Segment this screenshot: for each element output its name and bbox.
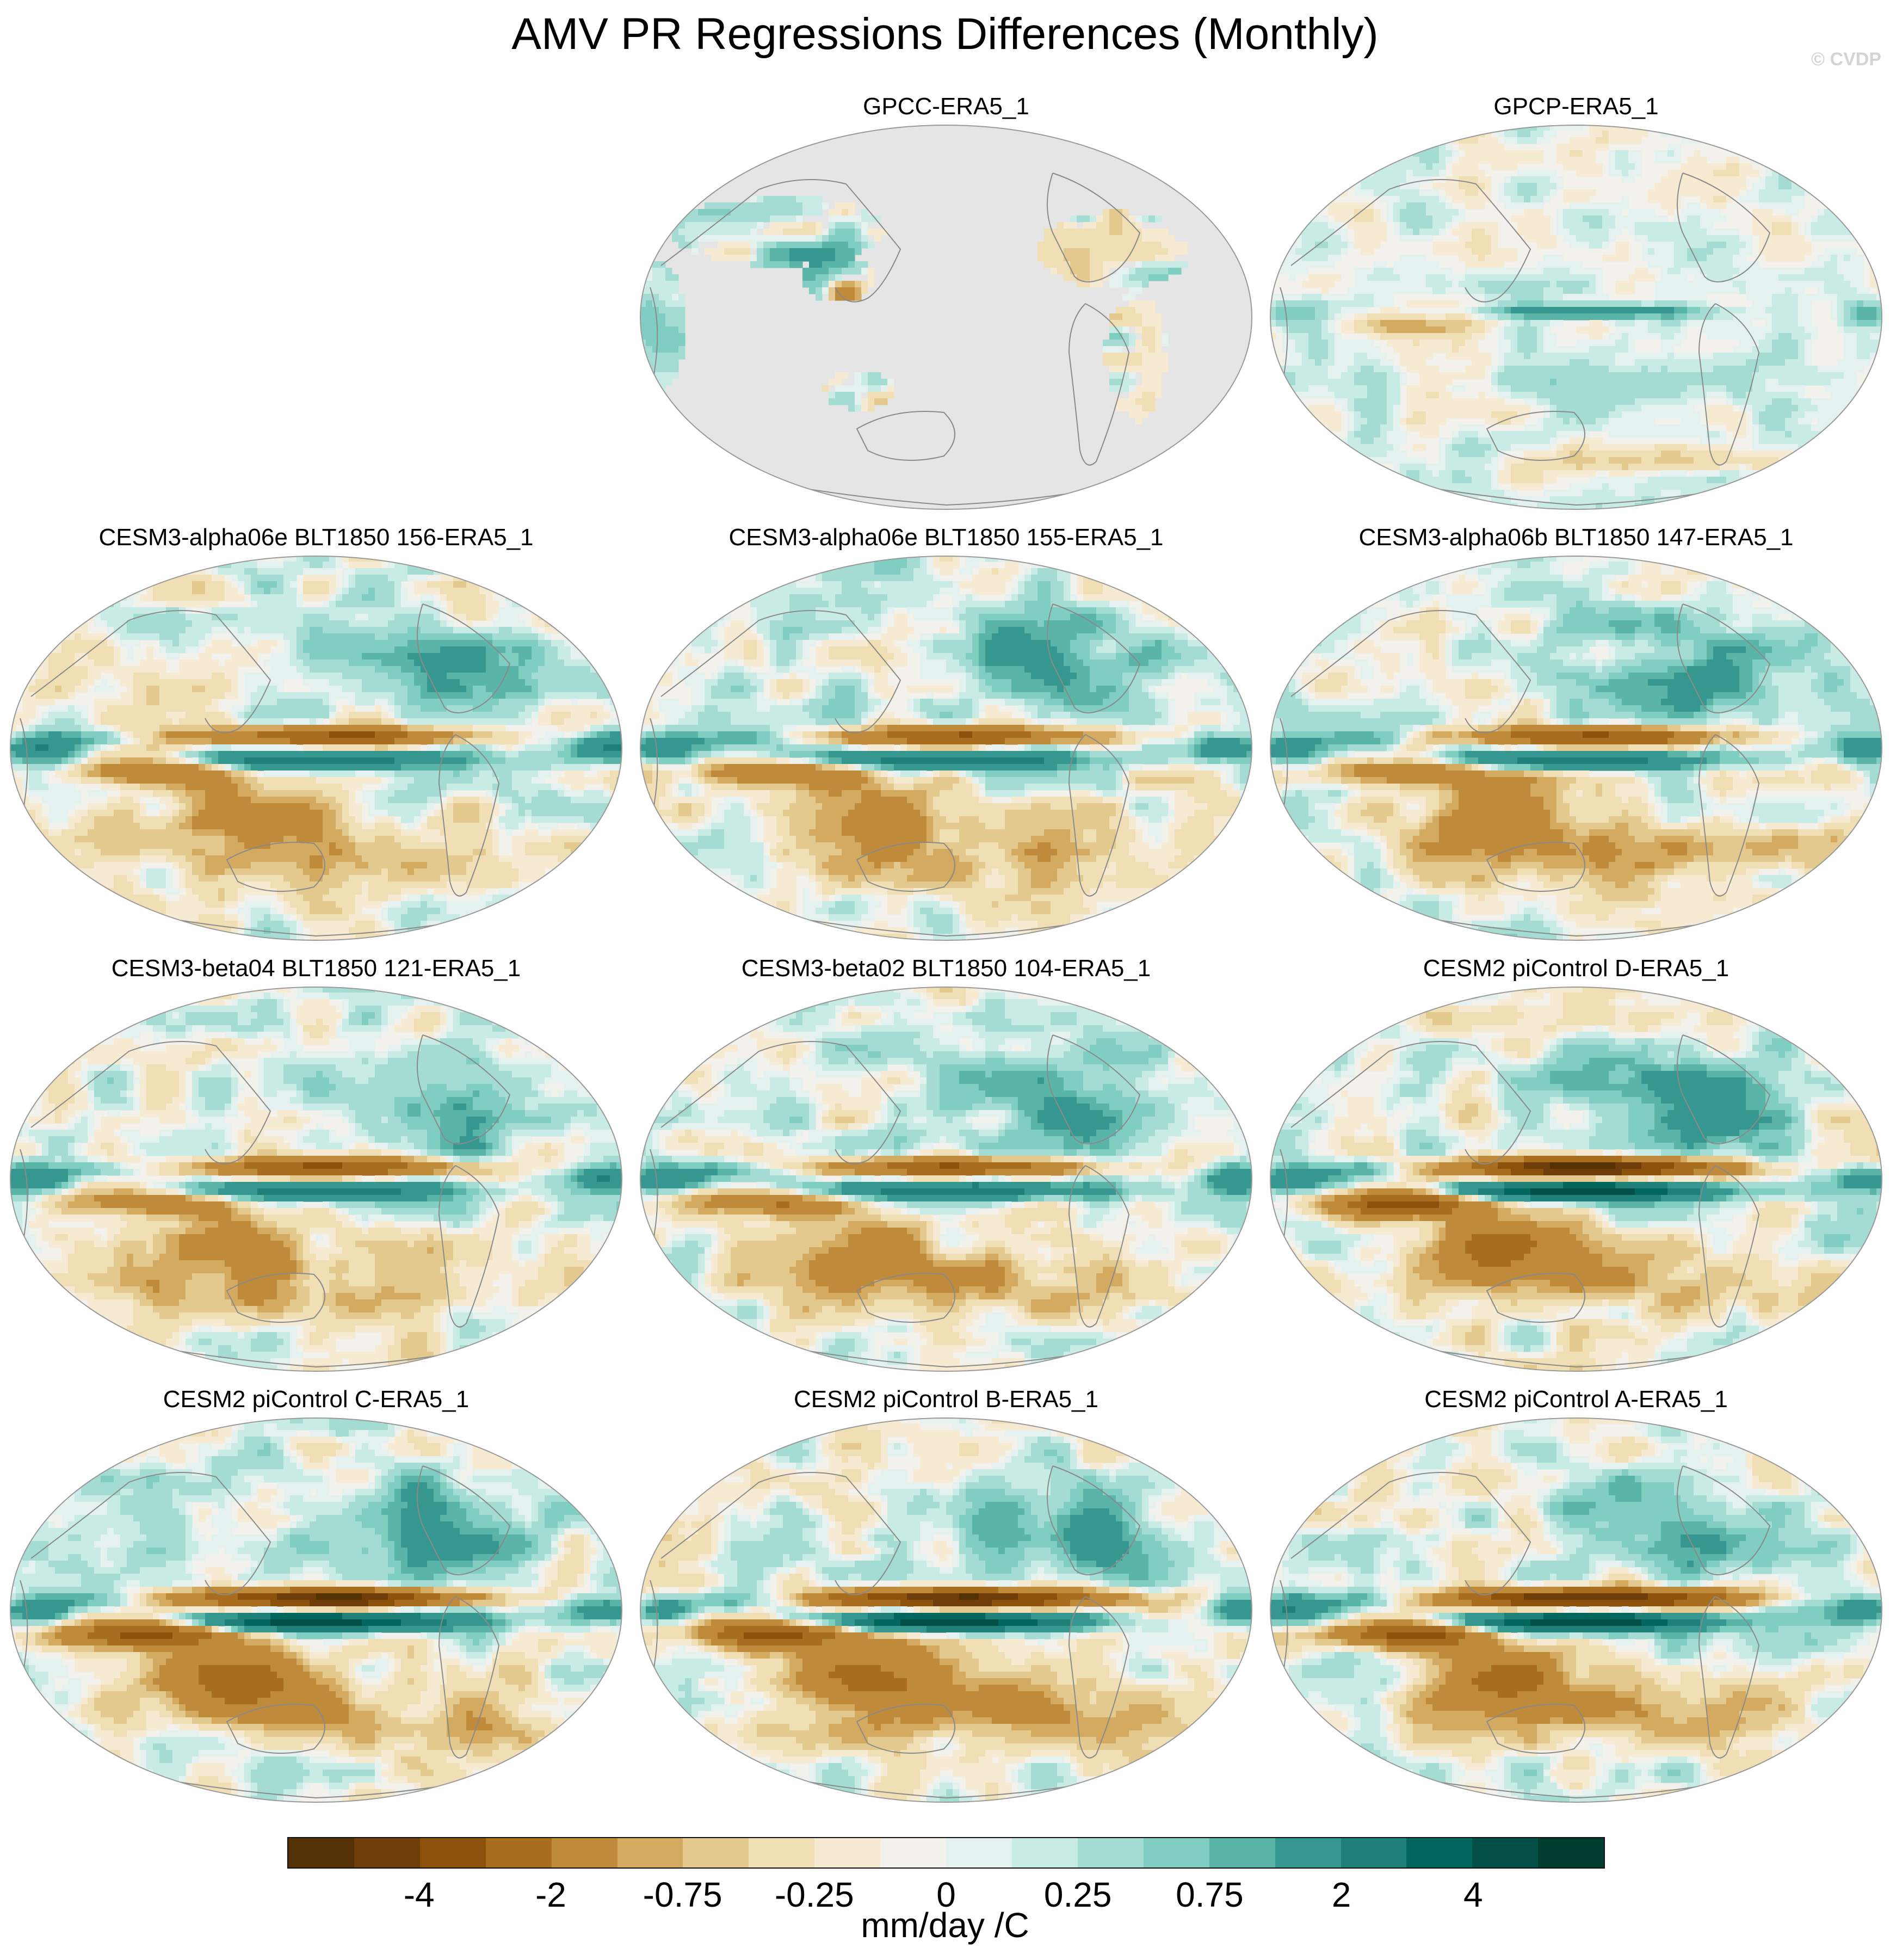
map-field	[1270, 125, 1882, 509]
colorbar-box	[1341, 1838, 1407, 1867]
map-field	[640, 125, 1252, 509]
map-panel-beta02-104	[640, 987, 1252, 1372]
panel-title-gpcc: GPCC-ERA5_1	[636, 91, 1256, 122]
colorbar-box	[1472, 1838, 1539, 1867]
panel-title-picontrol-b: CESM2 piControl B-ERA5_1	[636, 1384, 1256, 1415]
colorbar-box	[1143, 1838, 1209, 1867]
map-field	[10, 556, 622, 940]
map-panel-gpcp	[1270, 125, 1882, 510]
colorbar-box	[1538, 1838, 1604, 1867]
colorbar-box	[551, 1838, 617, 1867]
figure-title: AMV PR Regressions Differences (Monthly)	[0, 4, 1890, 64]
map-panel-picontrol-c	[10, 1417, 622, 1803]
panel-title-picontrol-d: CESM2 piControl D-ERA5_1	[1266, 953, 1886, 984]
colorbar-tick-label: -0.75	[617, 1874, 748, 1915]
colorbar-box	[814, 1838, 881, 1867]
map-panel-alpha06e-155	[640, 556, 1252, 941]
colorbar-box	[617, 1838, 683, 1867]
map-panel-gpcc	[640, 125, 1252, 510]
map-field	[640, 987, 1252, 1371]
map-field	[640, 556, 1252, 940]
map-border	[1270, 987, 1882, 1372]
colorbar-box	[1406, 1838, 1473, 1867]
map-field	[1270, 556, 1882, 940]
colorbar-tick-label: 2	[1276, 1874, 1407, 1915]
colorbar-tick-label: -2	[485, 1874, 616, 1915]
panel-title-picontrol-a: CESM2 piControl A-ERA5_1	[1266, 1384, 1886, 1415]
map-panel-beta04-121	[10, 987, 622, 1372]
colorbar-box	[1209, 1838, 1275, 1867]
panel-title-beta02-104: CESM3-beta02 BLT1850 104-ERA5_1	[636, 953, 1256, 984]
colorbar-tick-label: 0.75	[1144, 1874, 1275, 1915]
map-border	[10, 1417, 622, 1803]
colorbar-box	[419, 1838, 486, 1867]
colorbar-units: mm/day /C	[0, 1904, 1890, 1946]
cvdp-watermark: © CVDP	[1811, 49, 1881, 70]
colorbar-box	[288, 1838, 354, 1867]
map-field	[10, 987, 622, 1371]
map-field	[640, 1418, 1252, 1802]
map-field	[1270, 987, 1882, 1371]
map-panel-alpha06b-147	[1270, 556, 1882, 941]
colorbar-box	[880, 1838, 947, 1867]
map-border	[1270, 1417, 1882, 1803]
colorbar-tick-label: -4	[354, 1874, 484, 1915]
map-border	[640, 556, 1252, 941]
colorbar-tick-label: 0	[881, 1874, 1011, 1915]
map-border	[1270, 556, 1882, 941]
colorbar-tick-label: -0.25	[749, 1874, 880, 1915]
map-border	[640, 1417, 1252, 1803]
panel-title-gpcp: GPCP-ERA5_1	[1266, 91, 1886, 122]
colorbar-box	[354, 1838, 420, 1867]
colorbar-box	[1275, 1838, 1341, 1867]
map-field	[10, 1418, 622, 1802]
colorbar-box	[946, 1838, 1012, 1867]
colorbar	[287, 1837, 1605, 1869]
colorbar-box	[485, 1838, 552, 1867]
map-border	[640, 125, 1252, 510]
panel-title-alpha06e-155: CESM3-alpha06e BLT1850 155-ERA5_1	[636, 522, 1256, 553]
colorbar-box	[683, 1838, 749, 1867]
map-border	[640, 987, 1252, 1372]
panel-title-alpha06e-156: CESM3-alpha06e BLT1850 156-ERA5_1	[6, 522, 626, 553]
colorbar-tick-label: 0.25	[1012, 1874, 1143, 1915]
colorbar-box	[749, 1838, 815, 1867]
panel-title-beta04-121: CESM3-beta04 BLT1850 121-ERA5_1	[6, 953, 626, 984]
map-panel-picontrol-d	[1270, 987, 1882, 1372]
map-panel-picontrol-b	[640, 1417, 1252, 1803]
map-border	[10, 556, 622, 941]
map-border	[1270, 125, 1882, 510]
map-panel-picontrol-a	[1270, 1417, 1882, 1803]
colorbar-box	[1011, 1838, 1078, 1867]
map-field	[1270, 1418, 1882, 1802]
panel-title-picontrol-c: CESM2 piControl C-ERA5_1	[6, 1384, 626, 1415]
colorbar-tick-label: 4	[1408, 1874, 1539, 1915]
colorbar-box	[1077, 1838, 1144, 1867]
map-panel-alpha06e-156	[10, 556, 622, 941]
panel-title-alpha06b-147: CESM3-alpha06b BLT1850 147-ERA5_1	[1266, 522, 1886, 553]
map-border	[10, 987, 622, 1372]
